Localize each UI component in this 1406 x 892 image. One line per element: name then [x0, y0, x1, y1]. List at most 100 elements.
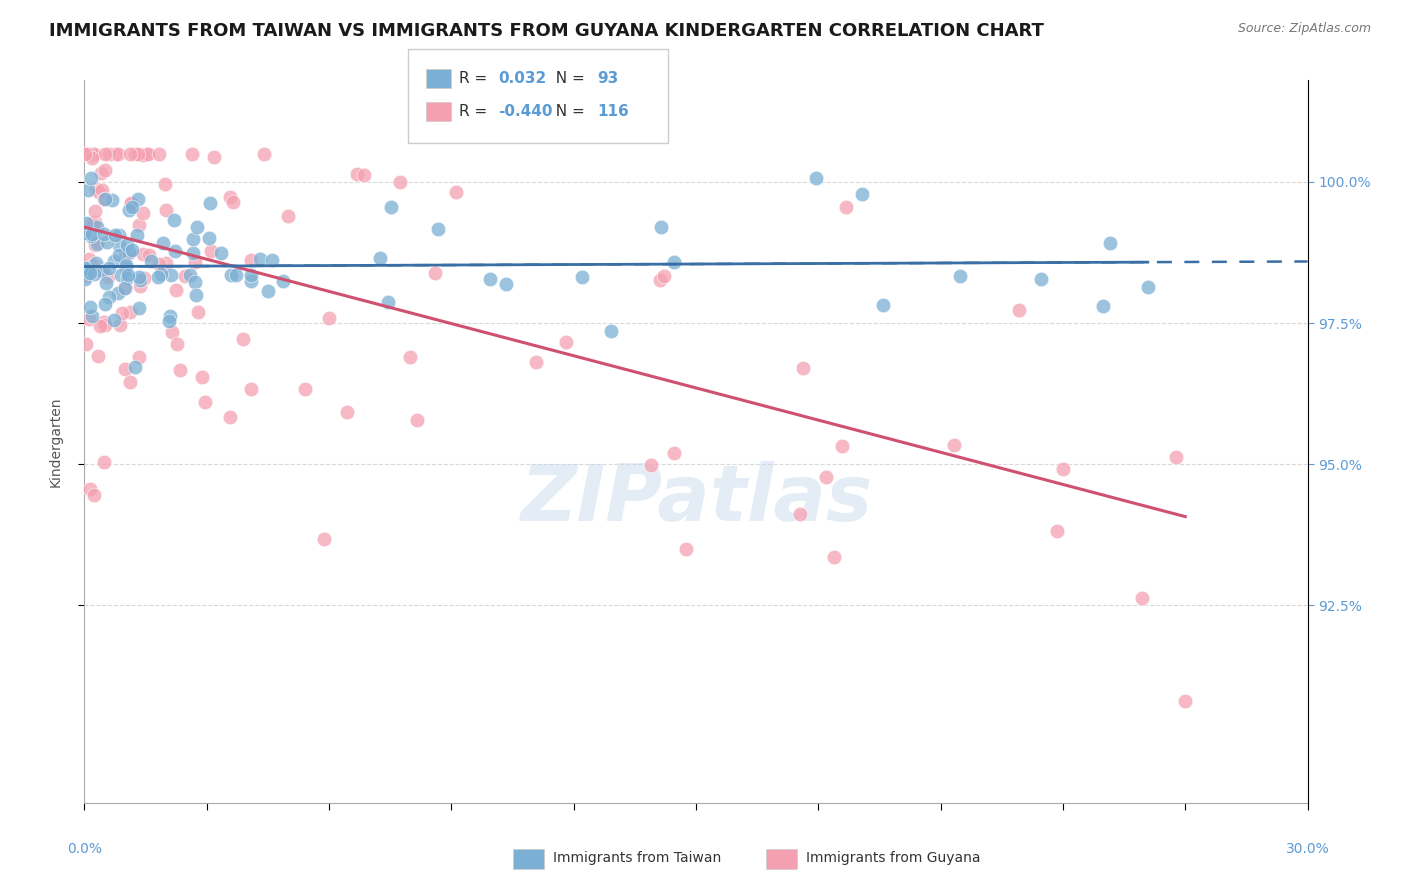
Point	[186, 219, 208, 234]
Point	[1052, 462, 1074, 476]
Point	[89, 318, 111, 333]
Point	[650, 220, 672, 235]
Point	[111, 306, 134, 320]
Point	[86, 237, 108, 252]
Text: -0.440: -0.440	[499, 104, 553, 119]
Point	[792, 360, 814, 375]
Point	[118, 245, 141, 260]
Point	[444, 185, 467, 199]
Point	[117, 268, 139, 282]
Point	[336, 404, 359, 418]
Point	[872, 298, 894, 312]
Point	[94, 146, 117, 161]
Point	[94, 297, 117, 311]
Point	[1174, 694, 1197, 708]
Point	[118, 245, 141, 260]
Point	[94, 163, 117, 178]
Point	[132, 271, 155, 285]
Point	[141, 254, 163, 268]
Point	[124, 146, 146, 161]
Point	[93, 227, 115, 241]
Point	[194, 395, 217, 409]
Point	[423, 266, 446, 280]
Point	[600, 324, 623, 338]
Point	[1029, 272, 1052, 286]
Point	[181, 146, 204, 161]
Point	[814, 470, 837, 484]
Point	[114, 259, 136, 273]
Point	[165, 244, 187, 258]
Point	[136, 146, 159, 161]
Point	[77, 312, 100, 326]
Point	[79, 252, 101, 266]
Point	[87, 349, 110, 363]
Point	[662, 255, 685, 269]
Point	[75, 260, 97, 275]
Point	[110, 318, 132, 332]
Point	[128, 218, 150, 232]
Point	[823, 550, 845, 565]
Point	[209, 246, 232, 260]
Point	[118, 203, 141, 218]
Point	[73, 272, 96, 286]
Point	[1130, 591, 1153, 606]
Point	[125, 227, 148, 242]
Point	[200, 244, 222, 258]
Point	[80, 261, 103, 276]
Point	[107, 286, 129, 301]
Point	[79, 482, 101, 496]
Point	[187, 304, 209, 318]
Point	[184, 254, 207, 268]
Point	[128, 270, 150, 285]
Point	[256, 284, 278, 298]
Point	[318, 311, 340, 326]
Point	[377, 295, 399, 310]
Point	[277, 209, 299, 223]
Point	[93, 192, 115, 206]
Point	[157, 314, 180, 328]
Point	[108, 237, 131, 252]
Point	[132, 206, 155, 220]
Point	[1008, 303, 1031, 318]
Point	[98, 261, 121, 276]
Point	[221, 194, 243, 209]
Point	[79, 266, 101, 280]
Point	[128, 192, 150, 206]
Point	[114, 362, 136, 376]
Point	[87, 235, 110, 250]
Text: 116: 116	[596, 104, 628, 119]
Point	[75, 146, 97, 161]
Point	[87, 186, 110, 200]
Point	[97, 270, 120, 285]
Point	[115, 237, 138, 252]
Point	[120, 197, 142, 211]
Point	[240, 253, 263, 268]
Point	[82, 146, 104, 161]
Point	[835, 200, 858, 214]
Text: IMMIGRANTS FROM TAIWAN VS IMMIGRANTS FROM GUYANA KINDERGARTEN CORRELATION CHART: IMMIGRANTS FROM TAIWAN VS IMMIGRANTS FRO…	[49, 22, 1045, 40]
Point	[96, 235, 118, 250]
Point	[346, 167, 368, 181]
Point	[108, 248, 131, 262]
Point	[93, 315, 115, 329]
Point	[804, 171, 827, 186]
Point	[260, 253, 283, 268]
Point	[495, 277, 517, 291]
Point	[949, 268, 972, 283]
Point	[75, 337, 97, 351]
Point	[160, 268, 183, 282]
Point	[89, 263, 111, 277]
Point	[107, 146, 129, 161]
Point	[103, 313, 125, 327]
Point	[121, 200, 143, 214]
Point	[1092, 299, 1115, 313]
Text: Immigrants from Taiwan: Immigrants from Taiwan	[553, 851, 721, 865]
Point	[98, 146, 121, 161]
Point	[127, 146, 149, 161]
Point	[103, 253, 125, 268]
Point	[118, 146, 141, 161]
Point	[80, 229, 103, 244]
Text: 30.0%: 30.0%	[1285, 842, 1330, 855]
Point	[148, 257, 170, 271]
Point	[124, 360, 146, 375]
